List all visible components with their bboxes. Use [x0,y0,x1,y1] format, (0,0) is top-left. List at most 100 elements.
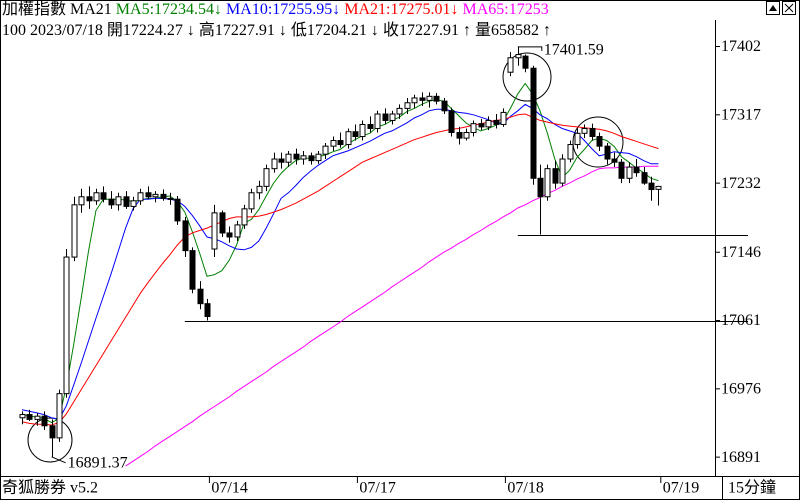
candle-body [160,193,167,199]
y-tick-label: 17402 [721,38,761,55]
max-leader [517,46,543,51]
candle-body [167,197,174,200]
candle-body [211,212,218,250]
y-tick-label: 16976 [721,381,761,398]
candle-body [448,110,455,134]
candle-body [537,177,544,198]
highlight-circle [502,52,552,102]
candle-body [100,192,107,200]
candle-body [234,224,241,238]
candle-body [655,185,662,190]
candle-body [226,232,233,238]
candle-body [337,140,344,146]
candle-body [633,166,640,174]
candle-body [374,113,381,129]
legend-entry: MA5:17234.54 [115,1,215,18]
candle-body [219,212,226,234]
candle-body [63,256,70,395]
legend-arrow: ↓ [214,1,223,18]
legend-entry: MA65:17253 [462,1,549,18]
candle-body [34,415,41,420]
candle-body [248,192,255,210]
highlight-circle [27,417,73,463]
quote-field: 100 2023/07/18 [2,22,103,39]
ma-header: 加權指數 MA21 MA5:17234.54↓ MA10:17255.95↓ MA21… [2,0,712,20]
candle-body [419,97,426,101]
candle-body [263,168,270,187]
ma-line [21,103,659,420]
candle-body [567,144,574,160]
highlight-circle [572,116,624,168]
chart-title: 加權指數 MA21 [2,1,112,18]
candle-body [626,166,633,179]
candle-body [574,132,581,146]
candle-body [396,107,403,115]
candle-body [470,123,477,133]
candle-body [507,57,514,73]
candle-body [71,204,78,258]
candle-body [174,198,181,222]
candle-body [389,113,396,121]
candle-body [19,414,26,419]
y-tick-label: 16891 [721,449,761,466]
period-label: 15分鐘 [728,479,776,497]
legend-entry: MA10:17255.95 [226,1,333,18]
candle-body [441,100,448,112]
candle-body [241,208,248,226]
candle-body [285,153,292,163]
candle-body [130,200,137,207]
y-tick-label: 17232 [721,175,761,192]
candle-body [330,140,337,147]
candle-body [115,196,122,206]
y-tick-label: 17146 [721,244,761,261]
legend-arrow: ↓ [450,1,459,18]
ma-line [125,165,659,467]
candle-body [411,97,418,104]
quote-field: 高17227.91 ↓ [198,22,287,39]
y-tick-label: 17317 [721,106,761,123]
quote-field: 量658582 ↑ [474,22,551,39]
candle-body [515,54,522,59]
candle-body [41,415,48,427]
candle-body [367,123,374,129]
candle-body [641,172,648,184]
quote-field: 開17224.27 ↓ [106,22,195,39]
candle-body [426,95,433,101]
candle-body [352,131,359,138]
candle-body [315,153,322,162]
candle-body [463,132,470,139]
x-tick-label: 07/19 [663,480,699,497]
scroll-up-icon [769,5,777,11]
x-tick-label: 07/14 [211,480,247,497]
candle-body [552,168,559,184]
min-leader [51,456,66,464]
candle-body [648,182,655,191]
candle-body [26,414,33,420]
candle-body [589,127,596,138]
candle-body [86,196,93,202]
candle-body [345,131,352,146]
y-tick-label: 17061 [721,312,761,329]
candle-body [78,196,85,206]
candle-body [544,168,551,198]
candle-body [271,158,278,170]
candle-body [611,158,618,163]
candle-body [596,136,603,147]
candle-body [93,192,100,202]
candle-body [559,158,566,184]
candle-body [500,111,507,125]
candle-body [618,161,625,179]
candle-body [204,303,211,318]
candle-body [581,127,588,134]
candle-body [530,67,537,179]
candle-body [456,132,463,139]
candle-body [108,198,115,206]
x-tick-label: 07/18 [507,480,543,497]
candle-body [56,393,63,439]
candle-body [485,119,492,128]
candle-body [478,123,485,128]
candle-body [137,192,144,202]
